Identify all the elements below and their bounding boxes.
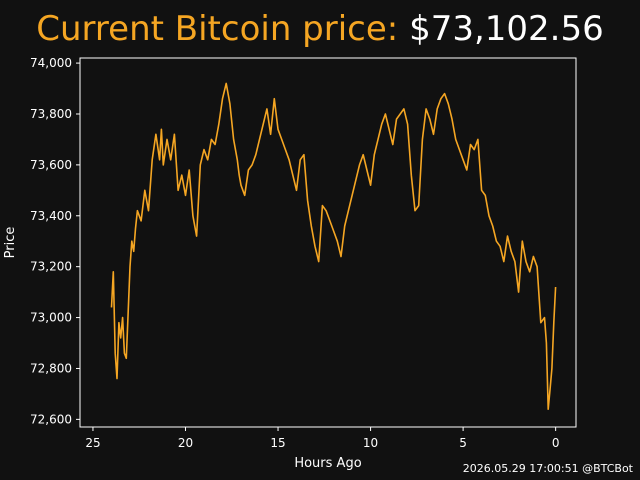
x-tick-label: 25 (85, 436, 100, 450)
title-label: Current Bitcoin price: (36, 9, 399, 49)
timestamp-footer: 2026.05.29 17:00:51 @BTCBot (462, 462, 633, 475)
plot-frame (79, 57, 577, 428)
y-tick-label: 73,600 (30, 158, 72, 172)
x-tick-label: 20 (178, 436, 193, 450)
y-tick-label: 73,000 (30, 311, 72, 325)
x-tick-label: 15 (270, 436, 285, 450)
price-line (110, 82, 557, 411)
y-tick-label: 73,200 (30, 260, 72, 274)
current-price: $73,102.56 (409, 9, 604, 49)
y-tick-label: 72,800 (30, 361, 72, 375)
x-tick-label: 5 (459, 436, 467, 450)
y-tick-label: 72,600 (30, 412, 72, 426)
y-tick-label: 74,000 (30, 56, 72, 70)
chart-title: Current Bitcoin price: $73,102.56 (0, 8, 640, 50)
y-axis-label: Price (3, 227, 18, 259)
y-tick-label: 73,800 (30, 107, 72, 121)
y-tick-label: 73,400 (30, 209, 72, 223)
x-tick-label: 0 (552, 436, 560, 450)
x-axis-label: Hours Ago (294, 456, 361, 471)
x-tick-label: 10 (363, 436, 378, 450)
